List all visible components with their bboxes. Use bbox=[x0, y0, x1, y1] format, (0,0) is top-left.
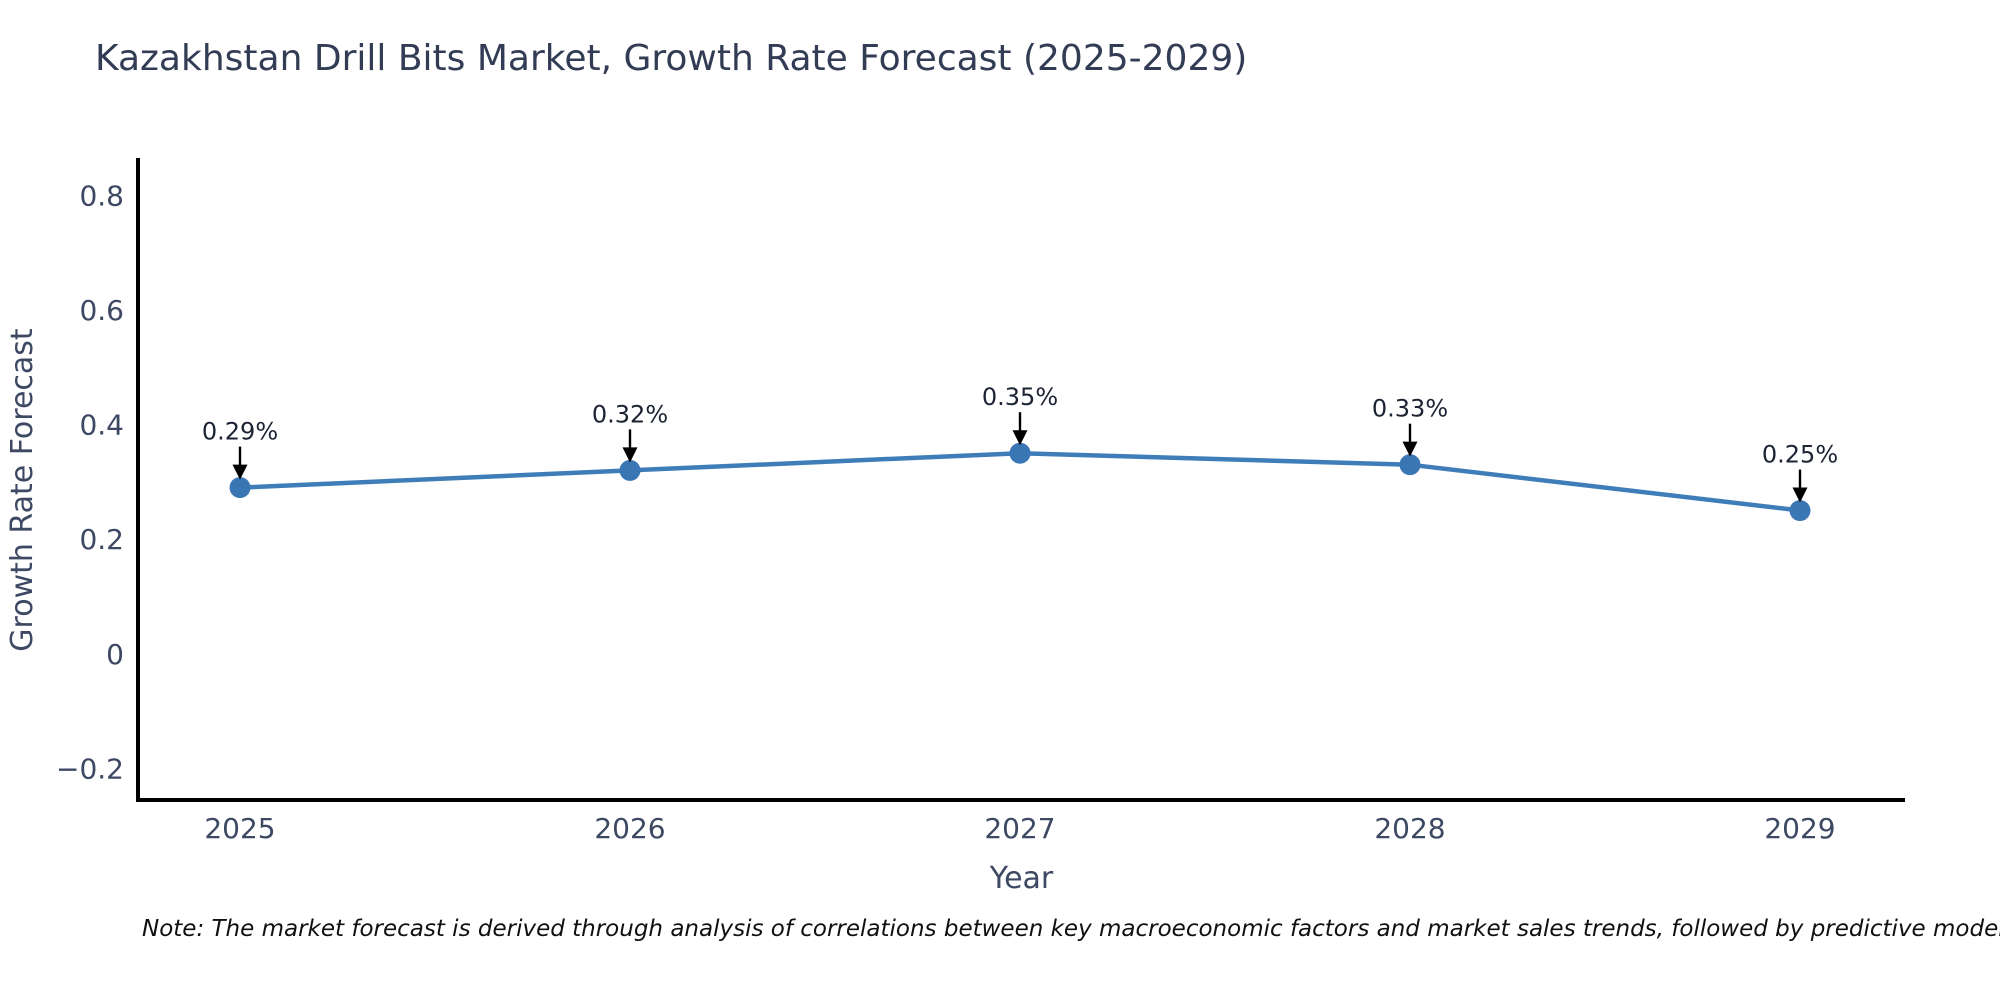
y-tick-label: 0.6 bbox=[79, 294, 124, 327]
data-point-marker bbox=[1009, 442, 1031, 464]
annotation-label: 0.35% bbox=[982, 383, 1058, 411]
annotation-arrow-head bbox=[1792, 487, 1808, 503]
annotation-arrow-head bbox=[1012, 430, 1028, 446]
y-axis-title: Growth Rate Forecast bbox=[5, 328, 40, 652]
data-point-marker bbox=[619, 459, 641, 481]
data-point-marker bbox=[1399, 454, 1421, 476]
x-axis-title: Year bbox=[989, 861, 1054, 896]
x-tick-label: 2025 bbox=[204, 812, 275, 845]
x-tick-label: 2028 bbox=[1374, 812, 1445, 845]
annotation-arrow-head bbox=[232, 464, 248, 480]
y-tick-label: 0 bbox=[106, 638, 124, 671]
annotation-arrow-head bbox=[1402, 441, 1418, 457]
annotation-label: 0.32% bbox=[592, 400, 668, 428]
x-tick-label: 2027 bbox=[984, 812, 1055, 845]
annotation-arrow-head bbox=[622, 447, 638, 463]
footnote-text: Note: The market forecast is derived thr… bbox=[142, 916, 2000, 942]
y-tick-label: 0.4 bbox=[79, 409, 124, 442]
x-tick-label: 2026 bbox=[594, 812, 665, 845]
chart-title: Kazakhstan Drill Bits Market, Growth Rat… bbox=[95, 38, 1248, 79]
annotation-label: 0.25% bbox=[1762, 441, 1838, 469]
y-tick-label: 0.8 bbox=[79, 179, 124, 212]
annotation-label: 0.29% bbox=[202, 418, 278, 446]
x-tick-label: 2029 bbox=[1764, 812, 1835, 845]
y-tick-label: 0.2 bbox=[79, 523, 124, 556]
y-tick-label: −0.2 bbox=[56, 752, 124, 785]
data-point-marker bbox=[1789, 500, 1811, 522]
annotation-label: 0.33% bbox=[1372, 395, 1448, 423]
data-point-marker bbox=[229, 477, 251, 499]
